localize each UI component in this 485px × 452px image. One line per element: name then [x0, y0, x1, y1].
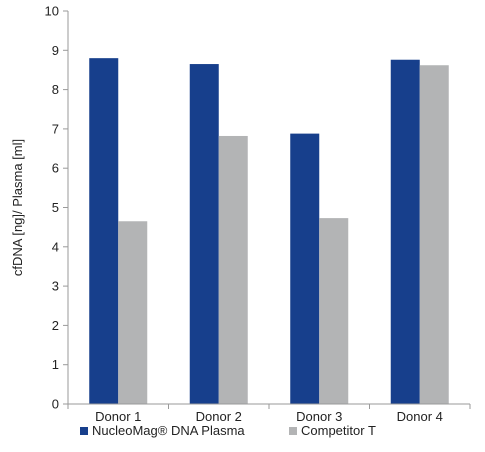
- bar-series-2: [218, 135, 248, 404]
- bar-series-2: [118, 221, 148, 404]
- legend: NucleoMag® DNA Plasma Competitor T: [80, 423, 376, 438]
- y-axis: 0 1 2 3 4 5 6 7 8 9 10: [45, 4, 69, 412]
- y-tick-label: 6: [52, 161, 59, 176]
- y-tick-label: 5: [52, 200, 59, 215]
- x-axis: Donor 1 Donor 2 Donor 3 Donor 4: [67, 403, 471, 424]
- bar-series-2: [419, 65, 449, 404]
- y-tick-label: 8: [52, 82, 59, 97]
- x-tick-label: Donor 1: [95, 409, 141, 424]
- bars: [89, 58, 449, 405]
- bar-series-1: [390, 59, 420, 405]
- y-tick-label: 9: [52, 43, 59, 58]
- x-tick-label: Donor 3: [296, 409, 342, 424]
- y-tick-label: 4: [52, 239, 59, 254]
- y-tick-label: 0: [52, 397, 59, 412]
- bar-series-1: [290, 133, 320, 404]
- legend-label: Competitor T: [301, 423, 376, 438]
- y-tick-label: 10: [45, 4, 59, 19]
- legend-swatch: [80, 427, 88, 435]
- bar-series-2: [319, 218, 349, 404]
- y-axis-title: cfDNA [ng]/ Plasma [ml]: [10, 139, 25, 276]
- x-tick-label: Donor 4: [397, 409, 443, 424]
- bar-series-1: [189, 64, 219, 405]
- legend-label: NucleoMag® DNA Plasma: [92, 423, 245, 438]
- bar-series-1: [89, 58, 119, 404]
- y-tick-label: 7: [52, 121, 59, 136]
- y-tick-label: 2: [52, 318, 59, 333]
- x-tick-label: Donor 2: [196, 409, 242, 424]
- legend-swatch: [289, 427, 297, 435]
- y-tick-label: 3: [52, 279, 59, 294]
- y-tick-label: 1: [52, 357, 59, 372]
